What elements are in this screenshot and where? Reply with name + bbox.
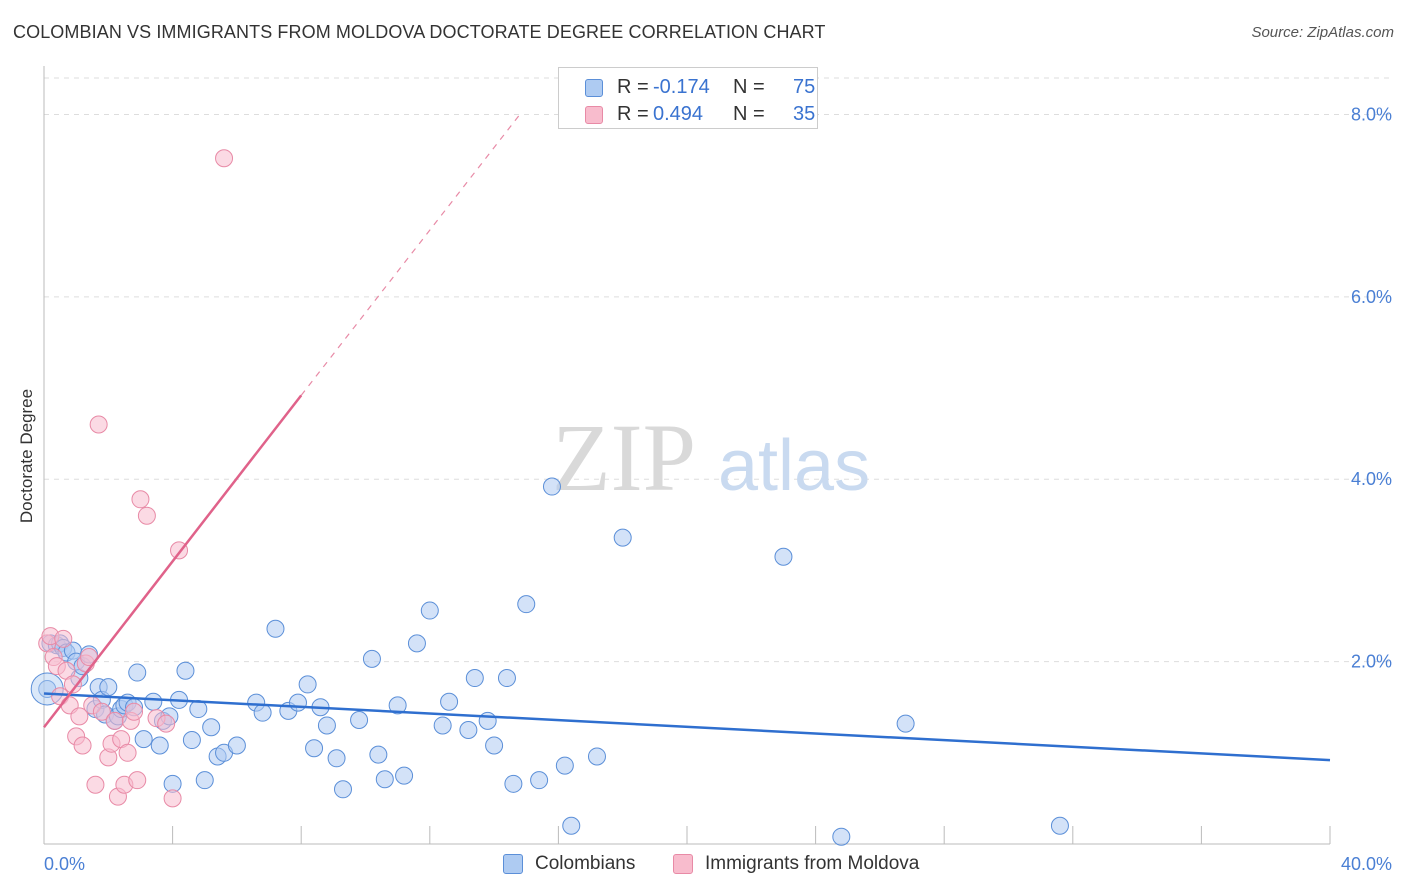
colombian-point [832,827,851,846]
colombian-point [1050,816,1069,835]
legend-swatch-blue [585,79,603,97]
colombian-point [266,619,285,638]
legend-n-label: N = [733,76,765,98]
watermark-zip: ZIP [552,404,696,511]
colombian-point [896,714,915,733]
colombian-point [497,669,516,688]
stats-legend: R = -0.174 N = 75 R = 0.494 N = 35 [558,67,818,129]
legend-n-label: N = [733,103,765,125]
moldova-points [38,149,234,808]
colombian-point [128,663,147,682]
x-tick-label: 40.0% [1341,854,1392,874]
colombian-point [517,595,536,614]
colombian-point [555,756,574,775]
series-legend: Colombians Immigrants from Moldova [0,850,1406,878]
moldova-point [70,707,89,726]
tick-labels: 2.0% 4.0% 6.0% 8.0% 0.0% 40.0% [44,104,1392,874]
colombian-point [288,693,307,712]
legend-item-label: Colombians [535,853,636,874]
colombian-point [465,669,484,688]
moldova-point [63,675,82,694]
moldova-point [215,149,234,168]
chart-title: COLOMBIAN VS IMMIGRANTS FROM MOLDOVA DOC… [13,22,826,42]
legend-r-label: R = [617,76,649,98]
y-tick-label: 2.0% [1351,652,1392,672]
colombian-point [144,692,163,711]
moldova-point [92,702,111,721]
y-tick-label: 8.0% [1351,104,1392,124]
moldova-point [125,702,144,721]
legend-n-value: 75 [793,76,816,98]
colombian-point [362,649,381,668]
colombian-point [440,692,459,711]
legend-r-value: -0.174 [653,76,710,98]
x-tick-label: 0.0% [44,854,85,874]
colombian-point [176,661,195,680]
gridlines [44,77,1392,663]
colombian-point [459,721,478,740]
y-tick-label: 4.0% [1351,469,1392,489]
colombian-point [182,731,201,750]
moldova-point [105,711,124,730]
colombian-point [369,745,388,764]
moldova-point [89,415,108,434]
moldova-trendline-extension [300,114,521,396]
colombian-point [530,771,549,790]
colombian-point [562,816,581,835]
colombian-point [485,736,504,755]
colombian-point [420,601,439,620]
colombian-point [587,747,606,766]
colombian-point [99,678,118,697]
legend-swatch-pink [585,106,603,124]
source-label: Source: ZipAtlas.com [1251,24,1394,41]
colombian-point [613,528,632,547]
moldova-point [54,629,73,648]
moldova-point [131,490,150,509]
legend-swatch-blue [503,854,523,874]
colombian-point [774,547,793,566]
colombian-point [375,770,394,789]
colombian-point [253,703,272,722]
y-tick-label: 6.0% [1351,287,1392,307]
watermark: ZIP atlas [552,404,870,511]
moldova-point [118,743,137,762]
moldova-point [163,789,182,808]
colombian-point [134,730,153,749]
legend-n-value: 35 [793,103,816,125]
watermark-atlas: atlas [718,426,870,506]
colombian-point [504,774,523,793]
colombian-point [317,716,336,735]
colombian-point [333,780,352,799]
legend-r-label: R = [617,103,649,125]
colombian-point [542,477,561,496]
legend-item-label: Immigrants from Moldova [705,853,920,874]
colombian-point [150,736,169,755]
colombians-trendline [43,692,1331,762]
trendlines [43,114,1331,762]
moldova-point [73,736,92,755]
colombian-point [227,736,246,755]
colombian-point [195,771,214,790]
moldova-point [86,775,105,794]
colombian-point [305,739,324,758]
moldova-trendline [43,394,303,729]
colombian-point [202,718,221,737]
colombian-point [327,749,346,768]
moldova-point [157,714,176,733]
moldova-point [137,506,156,525]
colombian-point [395,766,414,785]
axes [43,66,1331,845]
legend-swatch-pink [673,854,693,874]
colombian-point [388,696,407,715]
moldova-point [128,771,147,790]
legend-r-value: 0.494 [653,103,704,125]
colombian-point [407,634,426,653]
colombian-point [298,675,317,694]
colombian-point [433,716,452,735]
colombian-point [350,710,369,729]
colombian-point [189,700,208,719]
